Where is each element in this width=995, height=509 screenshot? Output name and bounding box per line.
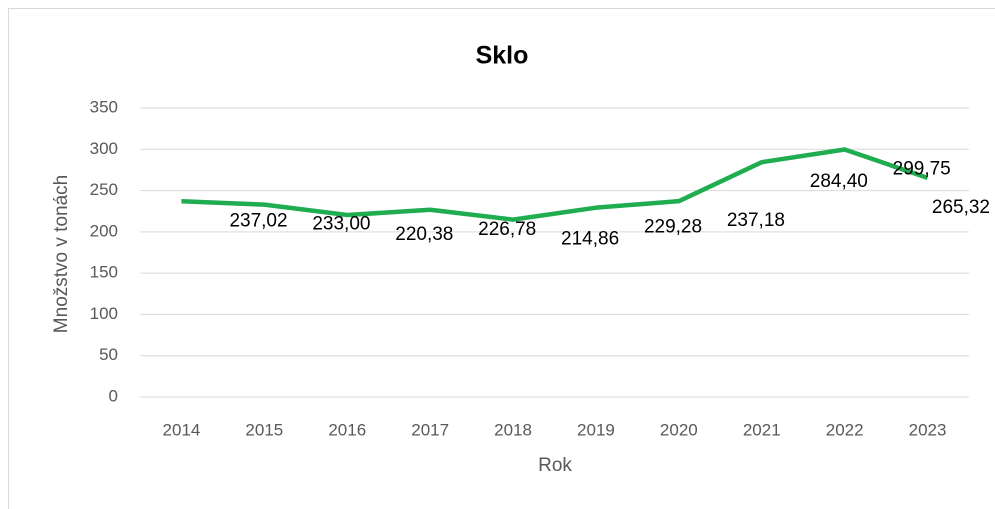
data-label: 284,40 bbox=[810, 171, 868, 192]
y-tick-label: 100 bbox=[90, 304, 118, 323]
data-label: 237,18 bbox=[727, 210, 785, 231]
y-tick-label: 0 bbox=[109, 386, 118, 405]
x-tick-label: 2014 bbox=[163, 420, 201, 439]
data-label: 265,32 bbox=[932, 197, 990, 218]
data-label: 233,00 bbox=[312, 214, 370, 235]
y-axis-title: Množstvo v tonách bbox=[51, 175, 72, 333]
x-tick-label: 2022 bbox=[826, 420, 864, 439]
y-tick-label: 50 bbox=[99, 345, 118, 364]
x-tick-label: 2017 bbox=[411, 420, 449, 439]
y-tick-label: 250 bbox=[90, 180, 118, 199]
y-tick-label: 150 bbox=[90, 263, 118, 282]
data-line bbox=[181, 147, 929, 222]
x-tick-label: 2021 bbox=[743, 420, 781, 439]
y-tick-label: 200 bbox=[90, 221, 118, 240]
y-tick-label: 300 bbox=[90, 139, 118, 158]
chart-title: Sklo bbox=[476, 42, 529, 70]
x-tick-label: 2020 bbox=[660, 420, 698, 439]
data-label: 229,28 bbox=[644, 217, 702, 238]
x-tick-label: 2018 bbox=[494, 420, 532, 439]
y-tick-label: 350 bbox=[90, 97, 118, 116]
x-tick-label: 2019 bbox=[577, 420, 615, 439]
x-tick-label: 2023 bbox=[909, 420, 947, 439]
data-label: 220,38 bbox=[395, 224, 453, 245]
x-tick-label: 2015 bbox=[245, 420, 283, 439]
x-axis-title: Rok bbox=[538, 455, 572, 476]
x-tick-label: 2016 bbox=[328, 420, 366, 439]
data-label: 299,75 bbox=[893, 159, 951, 180]
data-label: 237,02 bbox=[229, 210, 287, 231]
chart-frame bbox=[8, 8, 995, 509]
data-label: 214,86 bbox=[561, 229, 619, 250]
data-label: 226,78 bbox=[478, 219, 536, 240]
